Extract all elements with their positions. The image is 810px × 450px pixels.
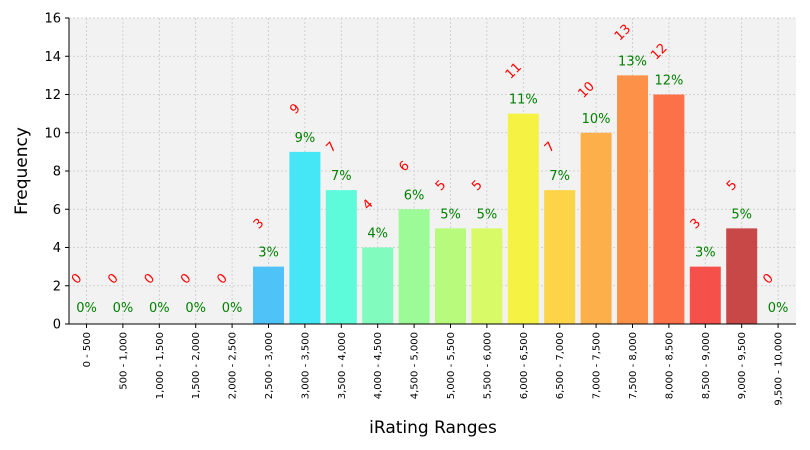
bar xyxy=(435,228,466,324)
y-tick-label: 6 xyxy=(53,203,61,218)
percent-label: 0% xyxy=(222,301,243,316)
x-axis-title: iRating Ranges xyxy=(369,418,497,438)
bar xyxy=(726,228,758,324)
y-tick-label: 8 xyxy=(53,165,61,180)
bar xyxy=(398,209,430,324)
bar xyxy=(362,247,394,324)
x-tick-label: 5,000 - 5,500 xyxy=(446,332,457,399)
x-tick-label: 4,500 - 5,000 xyxy=(410,332,421,399)
percent-label: 12% xyxy=(654,74,683,89)
y-tick-label: 0 xyxy=(53,318,61,333)
percent-label: 7% xyxy=(549,169,570,184)
percent-label: 5% xyxy=(477,207,498,222)
x-tick-label: 8,000 - 8,500 xyxy=(664,332,675,399)
percent-label: 5% xyxy=(731,207,752,222)
percent-label: 13% xyxy=(618,54,647,69)
percent-label: 0% xyxy=(185,301,206,316)
percent-label: 3% xyxy=(695,246,716,261)
x-tick-label: 2,000 - 2,500 xyxy=(228,332,239,399)
x-tick-label: 1,000 - 1,500 xyxy=(155,332,166,399)
percent-label: 6% xyxy=(404,188,425,203)
x-tick-label: 7,500 - 8,000 xyxy=(628,332,639,399)
y-tick-label: 16 xyxy=(44,12,61,27)
percent-label: 10% xyxy=(582,112,611,127)
bar xyxy=(617,75,648,324)
percent-label: 3% xyxy=(258,246,279,261)
y-axis-ticks: 0 2 4 6 8 10 12 14 16 xyxy=(44,12,69,333)
bar xyxy=(507,113,539,324)
y-tick-label: 14 xyxy=(44,50,61,65)
x-axis-ticks: 0 - 500 500 - 1,000 1,000 - 1,500 1,500 - 2… xyxy=(82,324,785,406)
percent-label: 4% xyxy=(367,227,388,242)
percent-label: 9% xyxy=(295,131,316,146)
x-tick-label: 3,500 - 4,000 xyxy=(337,332,348,399)
y-tick-label: 12 xyxy=(44,88,61,103)
x-tick-label: 6,000 - 6,500 xyxy=(519,332,530,399)
bar xyxy=(689,266,721,324)
y-tick-label: 4 xyxy=(53,241,61,256)
bar xyxy=(580,132,612,324)
percent-label: 11% xyxy=(509,93,538,108)
bar xyxy=(544,190,576,324)
x-tick-label: 2,500 - 3,000 xyxy=(264,332,275,399)
bar xyxy=(471,228,503,324)
bar xyxy=(289,151,321,324)
x-tick-label: 0 - 500 xyxy=(82,332,93,367)
y-tick-label: 10 xyxy=(44,126,61,141)
x-tick-label: 4,000 - 4,500 xyxy=(373,332,384,399)
bar xyxy=(253,266,284,324)
x-tick-label: 8,500 - 9,000 xyxy=(701,332,712,399)
percent-label: 5% xyxy=(440,207,461,222)
x-tick-label: 500 - 1,000 xyxy=(118,332,129,390)
x-tick-label: 7,000 - 7,500 xyxy=(592,332,603,399)
percent-label: 0% xyxy=(76,301,97,316)
x-tick-label: 9,000 - 9,500 xyxy=(737,332,748,399)
x-tick-label: 6,500 - 7,000 xyxy=(555,332,566,399)
percent-label: 7% xyxy=(331,169,352,184)
percent-label: 0% xyxy=(768,301,789,316)
bar xyxy=(653,94,685,324)
bar xyxy=(325,190,357,324)
percent-label: 0% xyxy=(113,301,134,316)
x-tick-label: 1,500 - 2,000 xyxy=(191,332,202,399)
percent-label: 0% xyxy=(149,301,170,316)
x-tick-label: 9,500 - 10,000 xyxy=(774,332,785,406)
bars xyxy=(253,75,758,324)
y-tick-label: 2 xyxy=(53,279,61,294)
x-tick-label: 3,000 - 3,500 xyxy=(300,332,311,399)
y-axis-title: Frequency xyxy=(12,127,32,215)
x-tick-label: 5,500 - 6,000 xyxy=(482,332,493,399)
